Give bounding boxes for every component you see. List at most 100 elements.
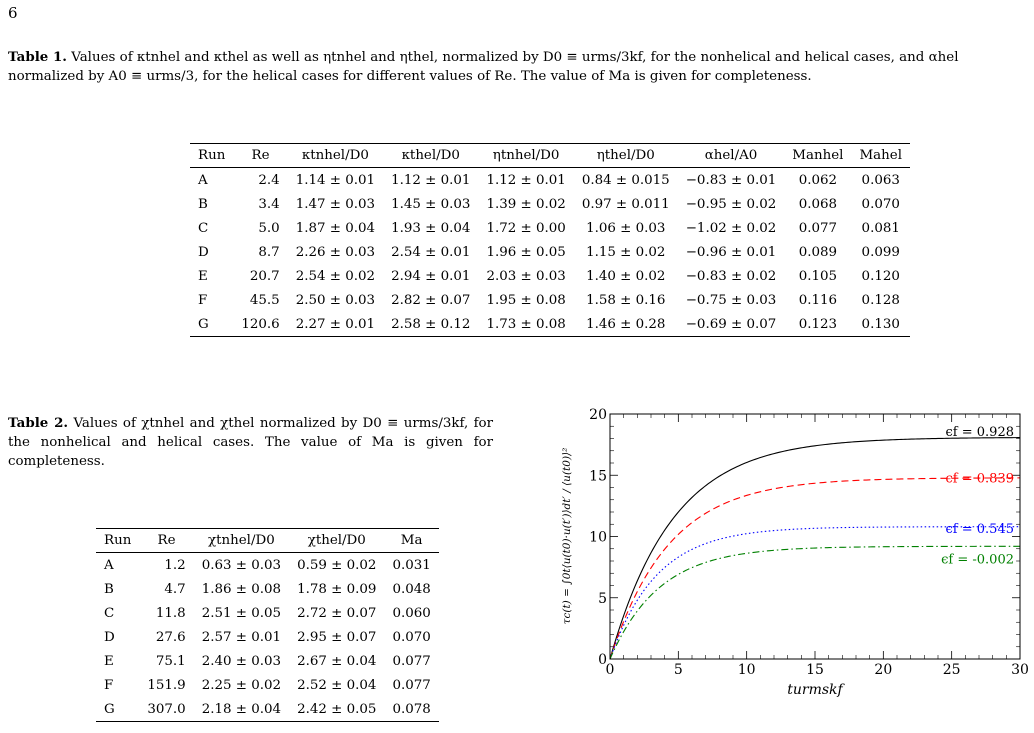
table1-cell: C bbox=[198, 220, 209, 236]
table1-cell: 2.03 ± 0.03 bbox=[486, 268, 566, 284]
table-row: E 75.1 2.40 ± 0.03 2.67 ± 0.04 0.077 bbox=[96, 649, 439, 673]
table1-cell: 0.089 bbox=[798, 244, 838, 260]
table2-cell: E bbox=[104, 653, 114, 669]
table1-cell: 0.116 bbox=[798, 292, 838, 308]
table1-cell: E bbox=[198, 268, 208, 284]
table1-cell: A bbox=[198, 172, 208, 188]
table1-cell: 2.50 ± 0.03 bbox=[295, 292, 376, 308]
table1-cell: 2.4 bbox=[258, 172, 280, 188]
y-axis-label: τc(t) = ∫0t⟨u(t0)·u(t′)⟩dt′ / ⟨u(t0)⟩² bbox=[561, 448, 573, 625]
table2-cell: 2.57 ± 0.01 bbox=[201, 629, 282, 645]
table2: Run Re χtnhel/D0 χthel/D0 Ma A 1.2 0.63 ± 0.03… bbox=[96, 528, 439, 722]
table1-cell: 20.7 bbox=[249, 268, 280, 284]
table2-cell: 1.86 ± 0.08 bbox=[201, 581, 282, 597]
table1-cell: 0.128 bbox=[861, 292, 900, 308]
series-line bbox=[609, 545, 1020, 660]
table-row: C 11.8 2.51 ± 0.05 2.72 ± 0.07 0.060 bbox=[96, 601, 439, 625]
table2-header-cell: χtnhel/D0 bbox=[193, 528, 290, 553]
table2-cell: 75.1 bbox=[155, 653, 186, 669]
table2-cell: 2.25 ± 0.02 bbox=[201, 677, 282, 693]
table1-cell: 1.93 ± 0.04 bbox=[391, 220, 471, 236]
table2-cell: 0.031 bbox=[392, 557, 431, 573]
x-tick-label: 20 bbox=[874, 662, 892, 678]
table2-cell: 2.51 ± 0.05 bbox=[201, 605, 282, 621]
table1-header-cell: κtnhel/D0 bbox=[287, 143, 384, 168]
table1-cell: 0.130 bbox=[851, 312, 910, 337]
table1-header-row: Run Re κtnhel/D0 κthel/D0 ηtnhel/D0 ηthel/D0 α… bbox=[190, 143, 910, 168]
table1-cell: 1.40 ± 0.02 bbox=[586, 268, 666, 284]
table1-cell: 2.54 ± 0.01 bbox=[391, 244, 471, 260]
table2-header-cell: Re bbox=[139, 528, 194, 553]
table1-header-cell: ηtnhel/D0 bbox=[478, 143, 574, 168]
table1-cell: 0.063 bbox=[861, 172, 900, 188]
series-line bbox=[609, 526, 1020, 660]
table1-cell: 1.95 ± 0.08 bbox=[486, 292, 566, 308]
tau-chart: 0 5 10 15 20 25 30 0 5 10 15 20 ϵf = 0.928 ϵf = 0.839… bbox=[561, 407, 1028, 698]
table2-cell: 1.78 ± 0.09 bbox=[297, 581, 377, 597]
table2-cell: D bbox=[104, 629, 115, 645]
table2-cell: F bbox=[104, 677, 114, 693]
table-row: E 20.7 2.54 ± 0.02 2.94 ± 0.01 2.03 ± 0.03 1.… bbox=[190, 264, 910, 288]
table1-cell: −0.75 ± 0.03 bbox=[685, 292, 777, 308]
page-number: 6 bbox=[8, 4, 18, 22]
table-row: C 5.0 1.87 ± 0.04 1.93 ± 0.04 1.72 ± 0.00 1.0… bbox=[190, 216, 910, 240]
table1-cell: 0.068 bbox=[798, 196, 838, 212]
table1-header-cell: Mahel bbox=[851, 143, 910, 168]
table2-cell: 2.67 ± 0.04 bbox=[297, 653, 377, 669]
table-row: B 4.7 1.86 ± 0.08 1.78 ± 0.09 0.048 bbox=[96, 577, 439, 601]
table2-cell: 307.0 bbox=[139, 697, 194, 722]
table2-cell: 2.40 ± 0.03 bbox=[201, 653, 282, 669]
table1-cell: 0.120 bbox=[861, 268, 900, 284]
table1-cell: 0.84 ± 0.015 bbox=[581, 172, 670, 188]
table2-caption-text: Values of χtnhel and χthel normalized by… bbox=[8, 416, 493, 469]
x-tick-label: 30 bbox=[1011, 662, 1028, 678]
table2-cell: G bbox=[96, 697, 140, 722]
table1-cell: 3.4 bbox=[258, 196, 280, 212]
table1-cell: 1.12 ± 0.01 bbox=[391, 172, 471, 188]
table1-cell: G bbox=[190, 312, 234, 337]
table2-cell: 0.077 bbox=[392, 677, 431, 693]
table1-cell: 2.58 ± 0.12 bbox=[383, 312, 479, 337]
table-row: G 120.6 2.27 ± 0.01 2.58 ± 0.12 1.73 ± 0.08 1… bbox=[190, 312, 910, 337]
table1-header-cell: Manhel bbox=[784, 143, 852, 168]
plot-frame bbox=[609, 413, 1021, 660]
table2-cell: 0.048 bbox=[392, 581, 431, 597]
table2-cell: 27.6 bbox=[155, 629, 186, 645]
table1-cell: −0.83 ± 0.01 bbox=[685, 172, 777, 188]
table2-cell: 2.52 ± 0.04 bbox=[297, 677, 377, 693]
table1-cell: 1.96 ± 0.05 bbox=[486, 244, 566, 260]
series-label: ϵf = 0.839 bbox=[946, 472, 1014, 487]
table1-cell: −0.83 ± 0.02 bbox=[685, 268, 777, 284]
table1-cell: 2.26 ± 0.03 bbox=[295, 244, 376, 260]
table2-caption: Table 2. Values of χtnhel and χthel norm… bbox=[8, 414, 493, 471]
table2-header-row: Run Re χtnhel/D0 χthel/D0 Ma bbox=[96, 528, 439, 553]
table1-cell: 1.72 ± 0.00 bbox=[486, 220, 566, 236]
table1-cell: 1.73 ± 0.08 bbox=[478, 312, 574, 337]
table1-cell: 1.06 ± 0.03 bbox=[586, 220, 666, 236]
table1-cell: 0.105 bbox=[798, 268, 838, 284]
series-line bbox=[609, 477, 1021, 660]
table1-cell: 0.97 ± 0.011 bbox=[581, 196, 670, 212]
table1-cell: 1.87 ± 0.04 bbox=[295, 220, 376, 236]
table2-cell: 2.42 ± 0.05 bbox=[289, 697, 385, 722]
table1-cell: 1.47 ± 0.03 bbox=[295, 196, 376, 212]
table2-header-cell: χthel/D0 bbox=[289, 528, 385, 553]
x-tick-label: 10 bbox=[738, 662, 756, 678]
series-line bbox=[609, 437, 1021, 660]
table1-cell: 0.070 bbox=[861, 196, 900, 212]
table1-cell: 1.46 ± 0.28 bbox=[573, 312, 678, 337]
table-row: G 307.0 2.18 ± 0.04 2.42 ± 0.05 0.078 bbox=[96, 697, 439, 722]
table2-cell: B bbox=[104, 581, 114, 597]
table2-header-cell: Run bbox=[96, 528, 140, 553]
table1-cell: −0.95 ± 0.02 bbox=[685, 196, 777, 212]
table1-cell: 2.27 ± 0.01 bbox=[287, 312, 384, 337]
table1-cell: −1.02 ± 0.02 bbox=[685, 220, 777, 236]
table1-caption: Table 1. Values of κtnhel and κthel as w… bbox=[8, 48, 1030, 86]
x-tick-label: 25 bbox=[943, 662, 961, 678]
table1-body: A 2.4 1.14 ± 0.01 1.12 ± 0.01 1.12 ± 0.01 0.8… bbox=[190, 168, 910, 337]
table1-cell: 1.58 ± 0.16 bbox=[586, 292, 666, 308]
table1-cell: 0.099 bbox=[861, 244, 900, 260]
table2-cell: 2.18 ± 0.04 bbox=[193, 697, 290, 722]
y-tick-label: 0 bbox=[598, 652, 607, 668]
table2-cell: 2.72 ± 0.07 bbox=[297, 605, 377, 621]
